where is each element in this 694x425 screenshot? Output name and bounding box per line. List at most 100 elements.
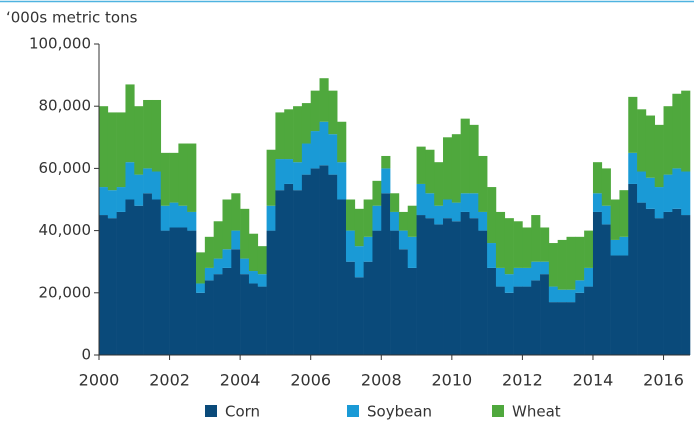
bar-segment <box>619 190 629 237</box>
x-tick-label: 2006 <box>290 371 331 390</box>
bar-segment <box>337 199 347 355</box>
bar-segment <box>143 99 153 169</box>
bar-segment <box>354 208 364 247</box>
bar-segment <box>160 152 170 206</box>
bar-segment <box>319 165 329 355</box>
bar-segment <box>637 109 647 172</box>
bar-segment <box>645 208 656 355</box>
bar-segment <box>372 205 382 231</box>
bar-segment <box>301 103 312 144</box>
bar-segment <box>204 236 214 268</box>
bar-segment <box>266 205 276 231</box>
bar-segment <box>151 99 162 172</box>
legend-swatch <box>347 405 359 417</box>
x-tick-label: 2000 <box>79 371 120 390</box>
legend-label: Corn <box>225 403 260 421</box>
y-tick-label: 100,000 <box>29 35 91 53</box>
bar-segment <box>293 106 303 163</box>
legend-label: Soybean <box>367 403 432 421</box>
bar-segment <box>151 171 162 200</box>
bar-segment <box>381 193 391 355</box>
bar-segment <box>557 302 567 355</box>
bar-segment <box>531 261 541 281</box>
bar-segment <box>469 124 479 194</box>
bar-segment <box>504 292 514 355</box>
bar-segment <box>381 168 391 194</box>
bar-segment <box>416 183 426 216</box>
bar-segment <box>434 162 444 206</box>
bar-segment <box>575 280 585 293</box>
bar-segment <box>398 230 409 250</box>
bar-segment <box>284 183 294 355</box>
bar-segment <box>301 143 312 175</box>
bar-segment <box>222 267 232 355</box>
bar-segment <box>487 187 497 244</box>
bar-segment <box>478 155 488 212</box>
bar-segment <box>522 286 532 355</box>
bar-segment <box>460 193 470 212</box>
bar-segment <box>231 193 241 231</box>
bar-segment <box>248 233 259 272</box>
bar-segment <box>116 112 126 188</box>
bar-segment <box>575 292 585 355</box>
bar-segment <box>663 106 673 175</box>
bar-segment <box>645 177 656 209</box>
bar-segment <box>495 267 506 287</box>
bar-segment <box>672 93 682 169</box>
bar-segment <box>363 199 373 237</box>
bar-segment <box>248 271 259 284</box>
bar-segment <box>407 205 417 237</box>
bar-segment <box>143 168 153 194</box>
bar-segment <box>522 227 532 268</box>
bar-segment <box>169 202 179 228</box>
bar-segment <box>293 162 303 191</box>
bar-segment <box>548 243 558 287</box>
bar-segment <box>637 202 647 355</box>
bar-segment <box>619 255 629 355</box>
bar-segment <box>390 230 400 355</box>
bar-segment <box>425 218 435 355</box>
bar-segment <box>293 190 303 355</box>
bar-segment <box>681 215 691 355</box>
bar-segment <box>584 286 594 355</box>
bar-segment <box>531 280 541 355</box>
bar-segment <box>495 211 506 268</box>
bar-segment <box>354 246 364 278</box>
bar-segment <box>151 199 162 355</box>
bar-segment <box>187 143 197 212</box>
bar-segment <box>240 258 250 275</box>
bar-segment <box>628 152 638 184</box>
bar-segment <box>99 187 109 216</box>
bar-segment <box>407 267 417 355</box>
bar-segment <box>531 215 541 262</box>
bar-segment <box>266 149 276 206</box>
bar-segment <box>275 112 285 160</box>
bar-segment <box>592 211 603 355</box>
bar-segment <box>390 193 400 212</box>
bar-segment <box>319 78 329 122</box>
bar-segment <box>628 183 638 355</box>
bar-segment <box>601 205 611 225</box>
bar-segment <box>637 171 647 203</box>
bar-segment <box>513 221 523 268</box>
bar-segment <box>566 302 576 355</box>
bar-segment <box>328 174 338 355</box>
bar-segment <box>610 239 620 256</box>
bar-segment <box>601 168 611 206</box>
bar-segment <box>398 211 409 231</box>
bar-segment <box>628 96 638 153</box>
y-tick-label: 40,000 <box>39 221 92 239</box>
y-tick-label: 0 <box>81 346 91 364</box>
bar-segment <box>548 286 558 303</box>
bar-segment <box>345 199 356 231</box>
bar-segment <box>513 267 523 287</box>
bar-segment <box>107 112 117 191</box>
bar-segment <box>213 221 223 259</box>
bar-segment <box>310 131 320 169</box>
bar-segment <box>434 205 444 225</box>
bar-segment <box>125 199 135 355</box>
legend-swatch <box>205 405 217 417</box>
x-tick-label: 2016 <box>643 371 684 390</box>
y-tick-label: 60,000 <box>39 159 92 177</box>
bar-segment <box>566 289 576 303</box>
